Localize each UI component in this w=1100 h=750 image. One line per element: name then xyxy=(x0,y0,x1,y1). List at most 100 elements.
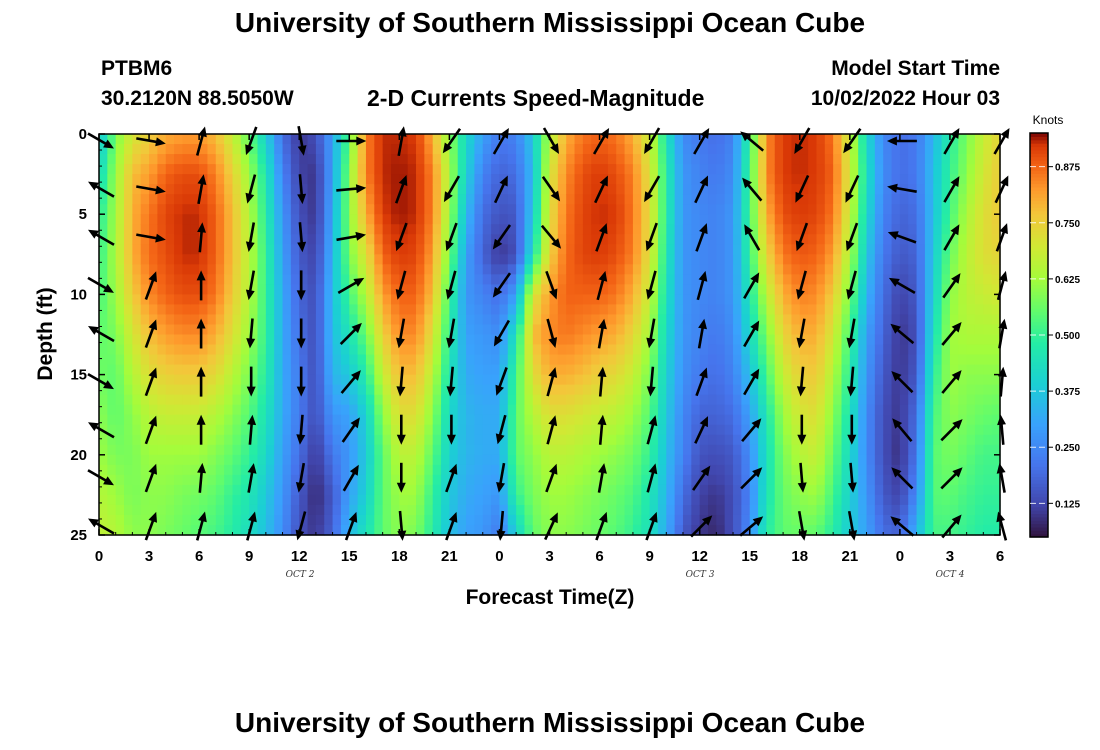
heatmap-cell xyxy=(549,354,559,366)
heatmap-cell xyxy=(315,154,325,165)
heatmap-cell xyxy=(758,444,767,456)
heatmap-cell xyxy=(949,474,959,486)
heatmap-cell xyxy=(190,464,200,476)
arrow-head xyxy=(646,386,656,397)
heatmap-cell xyxy=(724,444,734,456)
heatmap-cell xyxy=(799,444,809,456)
heatmap-cell xyxy=(290,524,300,536)
heatmap-cell xyxy=(866,464,876,476)
heatmap-cell xyxy=(424,294,434,306)
heatmap-cell xyxy=(924,154,934,165)
heatmap-cell xyxy=(808,214,818,225)
heatmap-cell xyxy=(883,354,893,366)
heatmap-cell xyxy=(390,174,400,185)
heatmap-cell xyxy=(432,524,442,536)
heatmap-cell xyxy=(582,204,592,215)
heatmap-cell xyxy=(499,514,509,526)
heatmap-cell xyxy=(833,394,843,406)
heatmap-cell xyxy=(582,214,592,225)
heatmap-cell xyxy=(908,464,918,476)
heatmap-cell xyxy=(833,364,843,376)
heatmap-cell xyxy=(908,404,918,416)
heatmap-cell xyxy=(899,354,909,366)
heatmap-cell xyxy=(816,174,826,185)
heatmap-cell xyxy=(407,464,417,476)
heatmap-cell xyxy=(357,194,367,205)
heatmap-cell xyxy=(290,444,300,456)
heatmap-cell xyxy=(624,324,634,336)
heatmap-cell xyxy=(199,314,209,326)
heatmap-cell xyxy=(441,374,450,386)
heatmap-cell xyxy=(107,474,117,486)
heatmap-cell xyxy=(549,404,559,416)
heatmap-cell xyxy=(274,244,284,255)
heatmap-cell xyxy=(816,164,826,175)
heatmap-cell xyxy=(808,174,818,185)
current-vector-arrow xyxy=(845,174,860,203)
heatmap-cell xyxy=(332,314,342,326)
heatmap-cell xyxy=(99,414,108,426)
heatmap-cell xyxy=(290,344,300,356)
heatmap-cell xyxy=(491,414,501,426)
heatmap-cell xyxy=(708,434,717,446)
heatmap-cell xyxy=(858,474,868,486)
heatmap-cell xyxy=(557,274,567,285)
heatmap-cell xyxy=(165,484,175,496)
heatmap-cell xyxy=(524,284,534,295)
heatmap-cell xyxy=(332,214,342,225)
heatmap-cell xyxy=(741,254,751,265)
heatmap-cell xyxy=(616,264,626,275)
heatmap-cell xyxy=(482,184,492,195)
heatmap-cell xyxy=(374,424,384,436)
heatmap-cell xyxy=(499,134,509,145)
heatmap-cell xyxy=(299,494,309,506)
heatmap-cell xyxy=(340,304,350,316)
heatmap-cell xyxy=(641,274,651,285)
heatmap-cell xyxy=(290,234,300,245)
heatmap-cell xyxy=(908,204,918,215)
heatmap-cell xyxy=(332,404,342,416)
heatmap-cell xyxy=(416,454,425,466)
heatmap-cell xyxy=(799,414,809,426)
heatmap-cell xyxy=(733,524,742,536)
heatmap-cell xyxy=(724,524,734,536)
heatmap-cell xyxy=(549,474,559,486)
heatmap-cell xyxy=(949,404,959,416)
heatmap-cell xyxy=(808,424,818,436)
heatmap-cell xyxy=(491,204,501,215)
heatmap-cell xyxy=(282,234,292,245)
current-vector-arrow xyxy=(336,136,367,146)
heatmap-cell xyxy=(541,304,551,316)
heatmap-cell xyxy=(582,164,592,175)
heatmap-cell xyxy=(482,344,492,356)
x-tick-label: 3 xyxy=(145,548,153,565)
heatmap-cell xyxy=(883,264,893,275)
current-vector-arrow xyxy=(396,318,406,349)
heatmap-cell xyxy=(365,524,375,536)
heatmap-cell xyxy=(232,334,242,346)
heatmap-cell xyxy=(766,274,776,285)
heatmap-cell xyxy=(516,234,526,245)
arrow-head xyxy=(750,368,760,380)
heatmap-cell xyxy=(390,274,400,285)
heatmap-cell xyxy=(115,334,125,346)
heatmap-cell xyxy=(199,444,209,456)
heatmap-cell xyxy=(924,284,934,295)
page-title: University of Southern Mississippi Ocean… xyxy=(234,7,866,38)
heatmap-cell xyxy=(866,374,876,386)
heatmap-cell xyxy=(641,504,651,516)
heatmap-cell xyxy=(791,324,801,336)
heatmap-cell xyxy=(791,504,801,516)
heatmap-cell xyxy=(582,314,592,326)
heatmap-cell xyxy=(858,284,868,295)
heatmap-cell xyxy=(332,364,342,376)
heatmap-cell xyxy=(983,454,993,466)
heatmap-cell xyxy=(140,314,150,326)
heatmap-cell xyxy=(224,194,234,205)
heatmap-cell xyxy=(399,424,409,436)
heatmap-cell xyxy=(407,334,417,346)
heatmap-cell xyxy=(432,274,442,285)
heatmap-cell xyxy=(758,414,767,426)
heatmap-cell xyxy=(149,304,158,316)
heatmap-cell xyxy=(149,294,158,306)
